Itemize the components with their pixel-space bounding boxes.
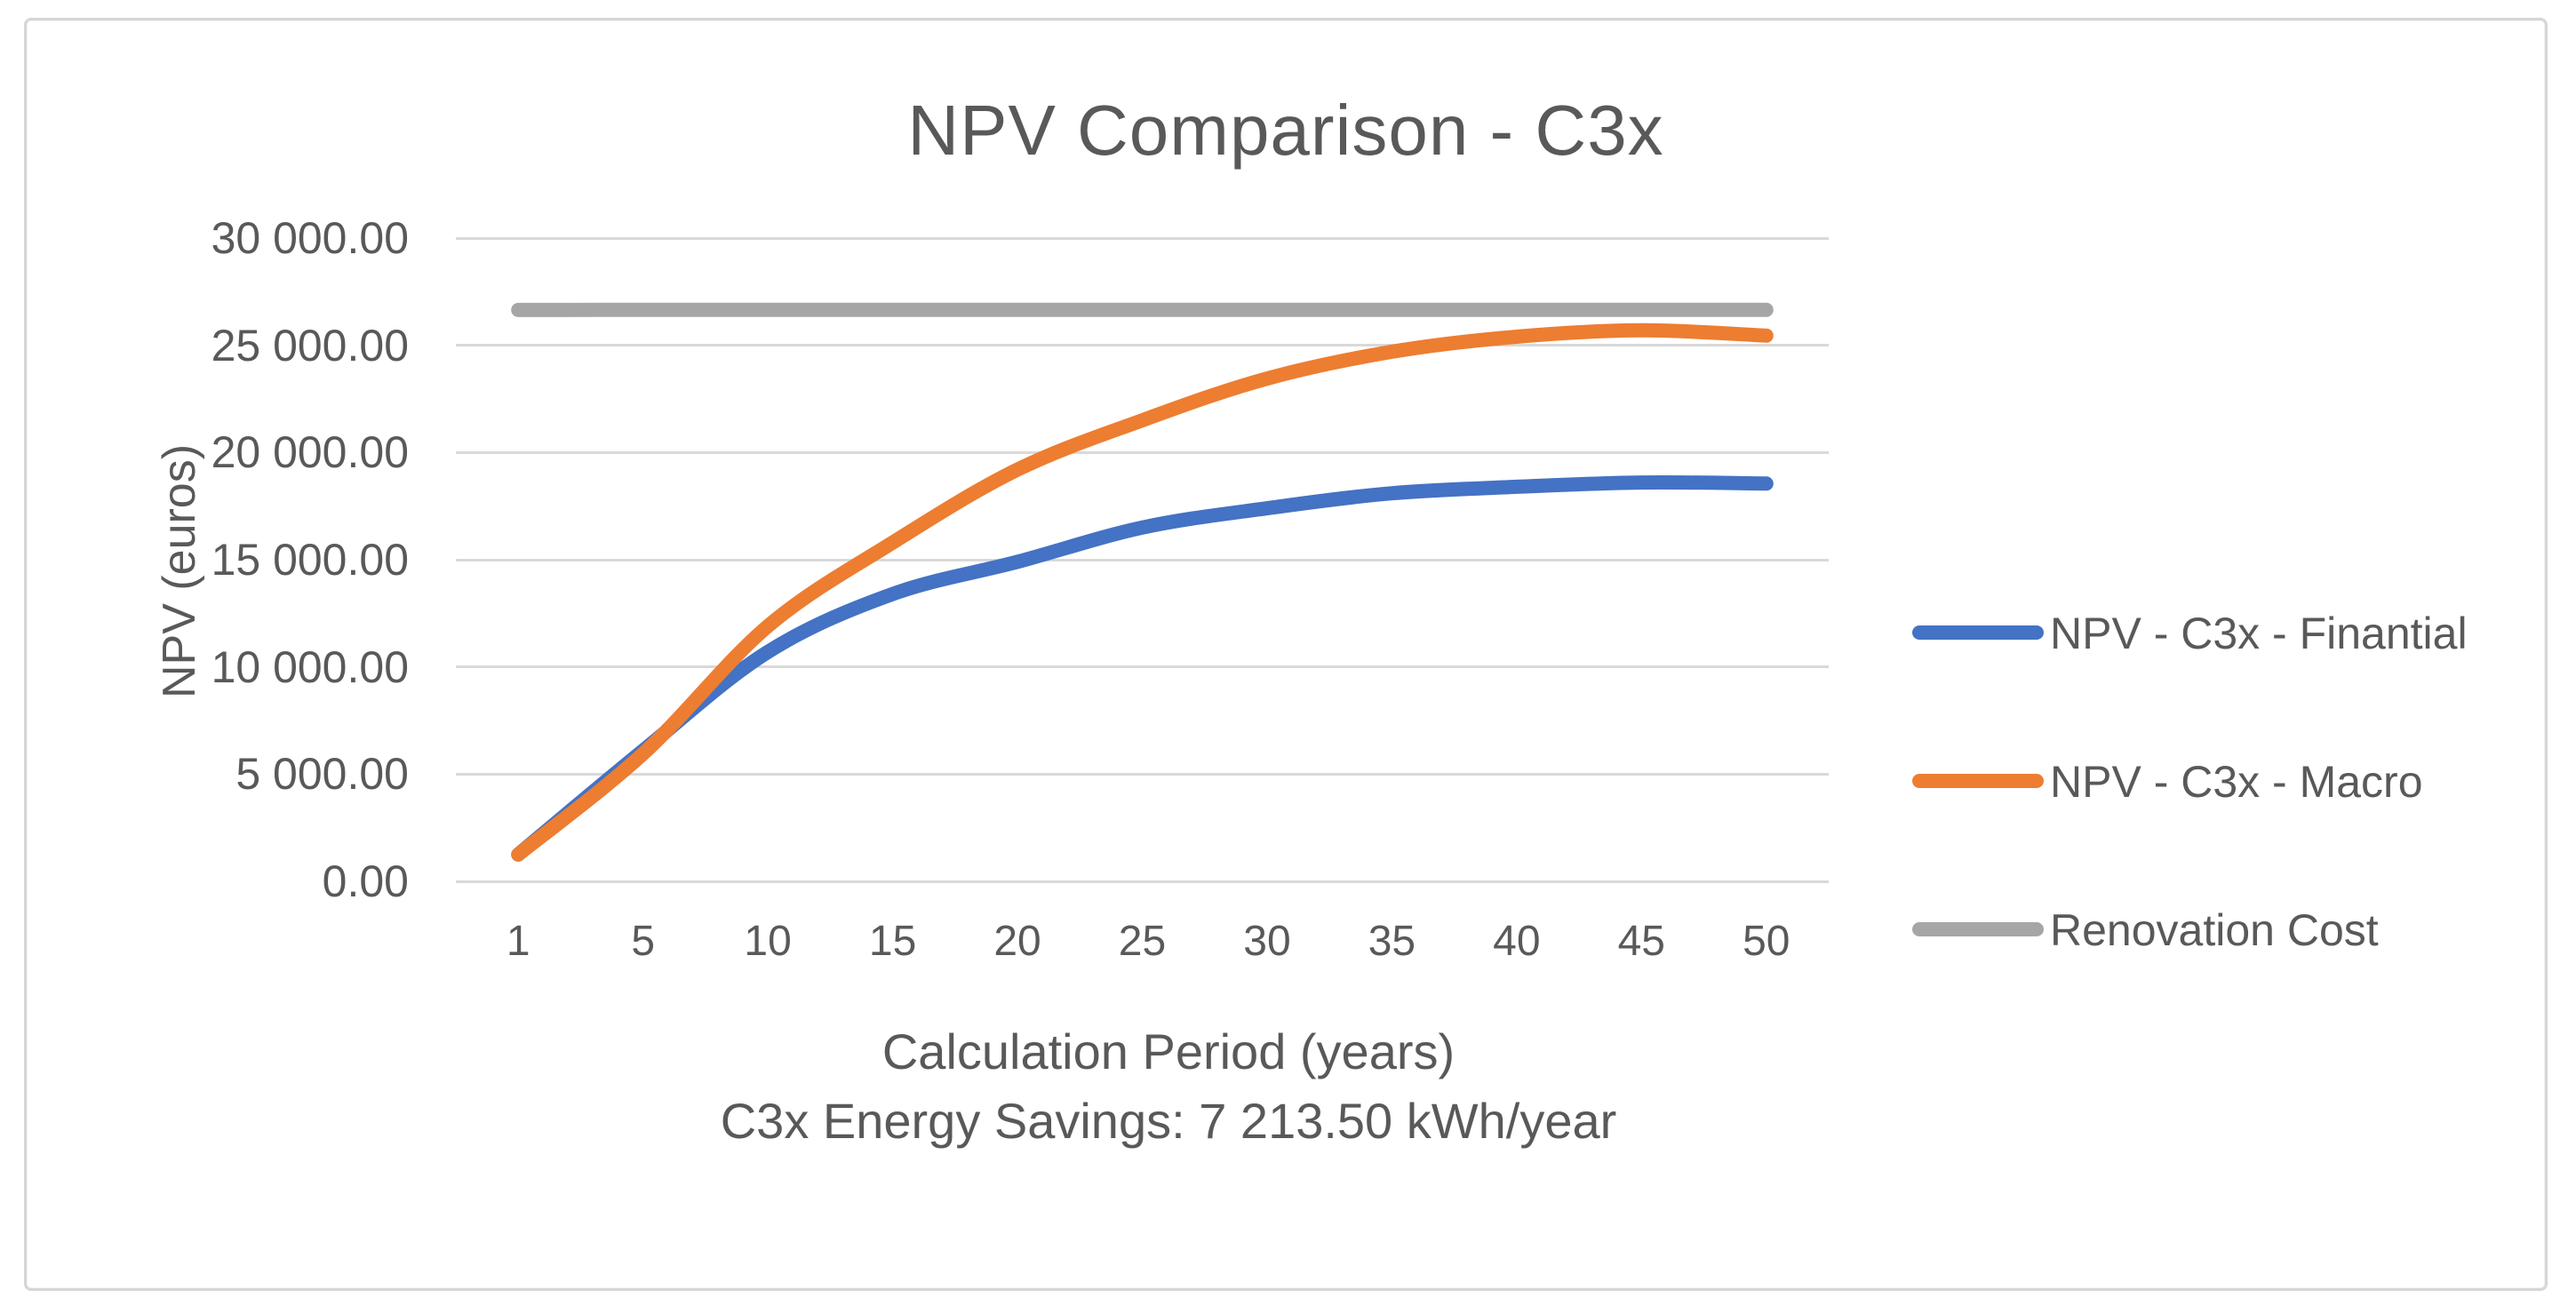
gridline [456,558,1829,561]
x-axis-subtitle: C3x Energy Savings: 7 213.50 kWh/year [720,1093,1617,1149]
x-axis-tick-label: 45 [1617,918,1665,965]
legend-line-swatch [1912,922,2044,936]
gridline [456,772,1829,776]
gridline [456,665,1829,669]
x-axis-tick-label: 5 [631,918,656,965]
legend-item[interactable]: NPV - C3x - Macro [1912,737,2534,825]
legend-line-swatch [1912,625,2044,640]
x-axis-tick-label: 40 [1493,918,1541,965]
legend-label: NPV - C3x - Macro [2050,757,2423,807]
y-axis-tick-label: 30 000.00 [211,213,409,263]
x-axis-title: Calculation Period (years) [881,1023,1455,1079]
x-axis-tick-label: 1 [506,918,530,965]
gridline [456,344,1829,347]
x-axis-tick-label: 20 [993,918,1041,965]
legend-label: Renovation Cost [2050,905,2379,955]
chart-title: NPV Comparison - C3x [907,91,1664,170]
y-axis-tick-label: 15 000.00 [211,535,409,585]
chart-frame[interactable]: NPV Comparison - C3x NPV (euros) Calcula… [24,18,2548,1291]
legend-item[interactable]: Renovation Cost [1912,885,2534,974]
y-axis-tick-label: 0.00 [322,856,409,906]
legend-line-swatch [1912,774,2044,788]
legend-label: NPV - C3x - Finantial [2050,609,2468,658]
x-axis-tick-label: 50 [1743,918,1790,965]
x-axis-tick-label: 30 [1243,918,1291,965]
y-axis-tick-label: 25 000.00 [211,320,409,370]
gridline [456,236,1829,240]
legend-item[interactable]: NPV - C3x - Finantial [1912,588,2534,677]
gridline [456,880,1829,883]
x-axis-tick-label: 35 [1368,918,1416,965]
y-axis-tick-label: 10 000.00 [211,641,409,692]
x-axis-tick-label: 10 [744,918,792,965]
x-axis-tick-label: 15 [868,918,917,965]
gridline [456,450,1829,454]
y-axis-tick-label: 20 000.00 [211,427,409,478]
x-axis-tick-label: 25 [1118,918,1167,965]
y-axis-tick-label: 5 000.00 [235,749,409,800]
